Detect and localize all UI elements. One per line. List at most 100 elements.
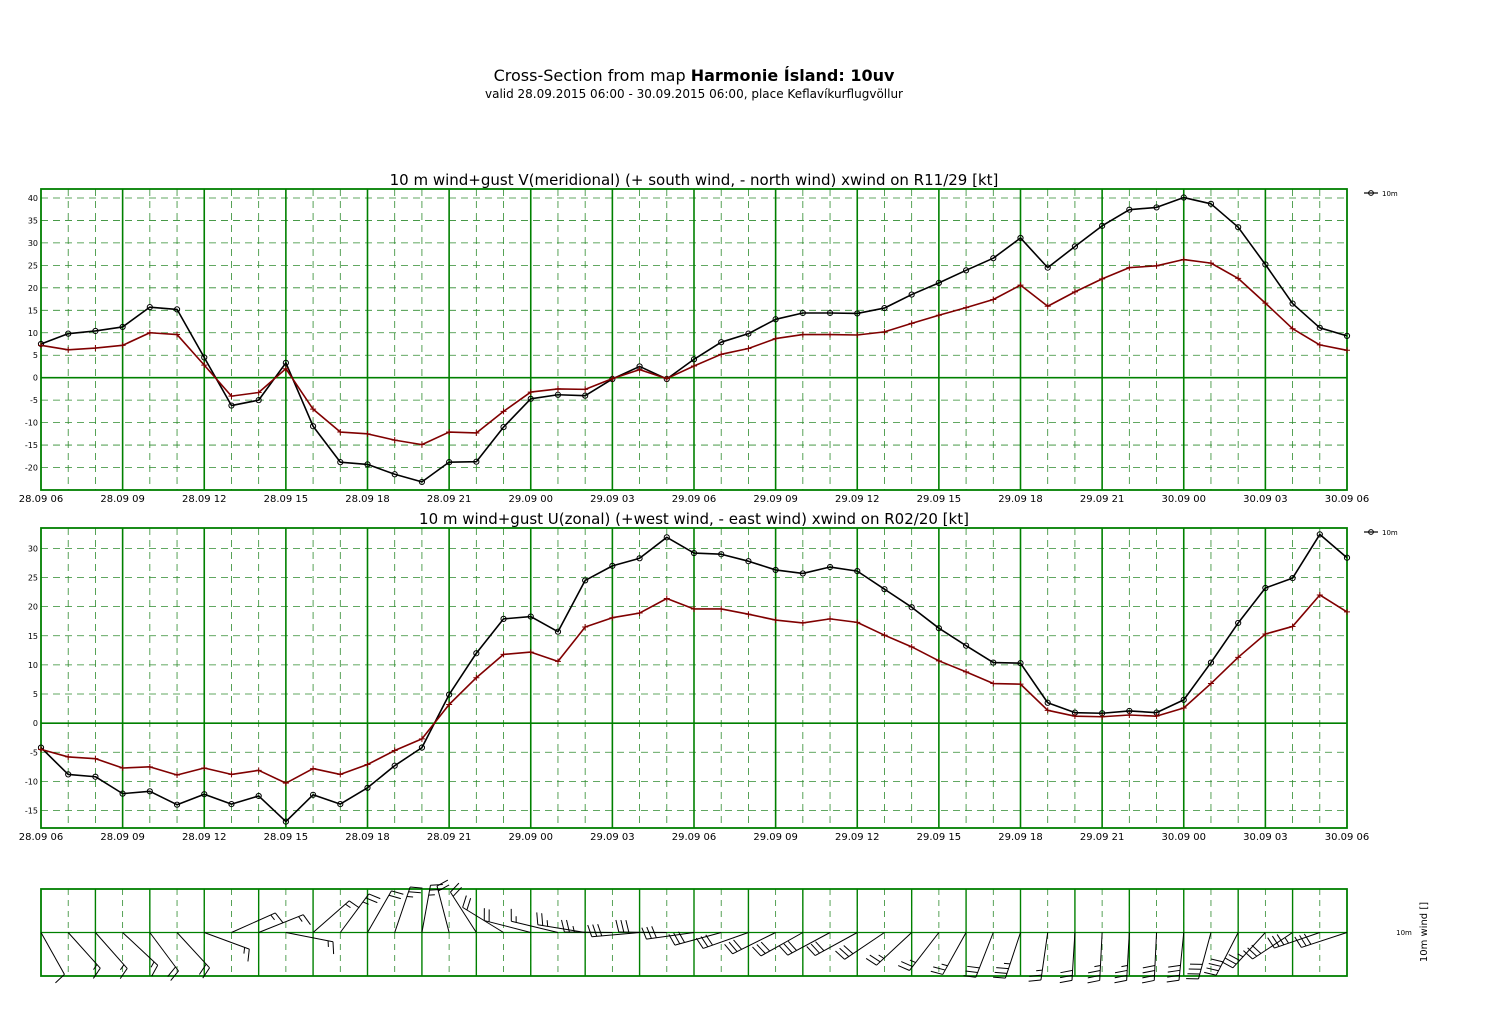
x-tick-label: 28.09 09 <box>100 494 145 505</box>
y-tick-label: 30 <box>28 239 38 248</box>
barb-feather <box>641 927 647 940</box>
barb-feather <box>1206 967 1219 972</box>
barb-feather-half <box>1036 969 1043 972</box>
wind-barb <box>285 932 335 955</box>
data-point <box>446 459 453 466</box>
data-point <box>1289 574 1296 582</box>
data-point <box>418 744 426 751</box>
barb-feather <box>1276 934 1285 946</box>
legend-label: 10m <box>1382 529 1398 537</box>
data-point <box>636 555 643 562</box>
x-tick-label: 30.09 00 <box>1161 832 1206 843</box>
data-point <box>881 586 888 593</box>
x-tick-label: 28.09 21 <box>427 832 472 843</box>
data-point <box>1017 234 1024 242</box>
barb-staff <box>1232 932 1266 969</box>
barb-feather <box>202 967 210 979</box>
barb-staff <box>1153 932 1158 981</box>
data-point <box>772 566 779 574</box>
barb-feather <box>566 919 570 933</box>
x-tick-label: 29.09 06 <box>672 494 717 505</box>
barb-feather <box>55 974 65 984</box>
x-tick-label: 29.09 00 <box>508 494 553 505</box>
wind-barb <box>1243 932 1293 960</box>
data-point <box>282 818 289 825</box>
data-point <box>690 356 698 363</box>
data-point <box>854 619 861 626</box>
barb-staff <box>942 932 967 975</box>
data-point <box>146 329 153 336</box>
barb-staff <box>40 932 65 975</box>
barb-feather <box>901 961 913 967</box>
data-point <box>473 458 480 465</box>
barb-staff <box>258 914 304 933</box>
data-point <box>255 397 262 404</box>
data-point <box>309 791 317 798</box>
x-tick-label: 30.09 03 <box>1243 832 1288 843</box>
data-point <box>391 762 398 769</box>
barb-feather <box>119 968 128 979</box>
x-tick-label: 29.09 15 <box>917 832 962 843</box>
data-point <box>337 801 344 808</box>
wind-barb <box>1221 932 1266 969</box>
barb-feather <box>1167 969 1181 973</box>
barb-staff <box>1215 932 1239 976</box>
barb-feather <box>1114 979 1127 984</box>
data-point <box>609 562 616 569</box>
data-point <box>718 351 725 358</box>
data-point <box>146 763 153 770</box>
barb-panel: 10m 10m wind [] <box>40 879 1430 984</box>
barb-staff <box>484 920 531 933</box>
barb-feather <box>1087 979 1100 984</box>
data-point <box>1207 260 1214 267</box>
data-point <box>691 363 697 370</box>
data-point <box>500 408 507 415</box>
data-point <box>990 255 997 262</box>
y-tick-label: -5 <box>30 748 38 757</box>
data-point <box>854 310 861 317</box>
legend-label: 10m <box>1382 190 1398 198</box>
data-point <box>1017 681 1024 688</box>
barb-feather <box>752 946 762 957</box>
data-point <box>65 771 72 778</box>
wind-barb <box>615 919 667 933</box>
data-point <box>310 765 317 772</box>
barb-feather <box>167 966 176 977</box>
barb-feather <box>967 965 980 969</box>
barb-feather <box>365 897 378 904</box>
barb-feather <box>1060 969 1073 974</box>
barb-feather <box>1166 979 1180 983</box>
legend-marker <box>1368 529 1374 535</box>
data-point <box>500 615 507 622</box>
data-point <box>1126 711 1133 718</box>
data-point <box>1343 554 1351 561</box>
data-point <box>174 331 181 338</box>
data-point <box>1126 206 1133 213</box>
barb-feather-half <box>546 920 549 927</box>
barb-staff <box>1198 932 1212 979</box>
data-point <box>691 605 697 612</box>
barb-staff <box>1178 932 1185 981</box>
y-tick-label: 30 <box>28 544 38 553</box>
data-point <box>1235 654 1242 661</box>
data-point <box>1180 696 1187 703</box>
barb-feather <box>1221 961 1234 969</box>
x-tick-label: 28.09 15 <box>264 494 309 505</box>
x-tick-label: 28.09 18 <box>345 494 390 505</box>
data-point <box>582 392 589 399</box>
data-point <box>1153 713 1160 720</box>
data-point <box>92 345 99 352</box>
data-point <box>745 345 752 352</box>
x-tick-label: 29.09 18 <box>998 494 1043 505</box>
x-tick-label: 29.09 06 <box>672 832 717 843</box>
data-point <box>636 366 643 373</box>
data-point <box>473 650 480 657</box>
y-tick-label: 15 <box>28 306 38 315</box>
wind-barb <box>695 932 749 949</box>
barb-feather <box>462 895 467 908</box>
barb-feather <box>1059 979 1073 984</box>
data-point <box>201 791 208 798</box>
barb-feather <box>368 893 381 900</box>
data-point <box>527 613 534 620</box>
data-point <box>1153 262 1160 269</box>
